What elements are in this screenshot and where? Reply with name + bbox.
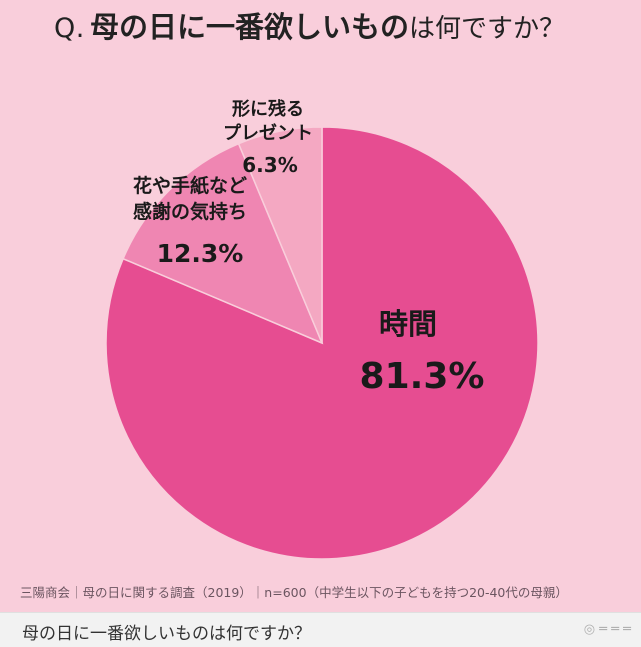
title-rest: は何ですか？: [408, 14, 565, 44]
caption-bar: 母の日に一番欲しいものは何ですか？ ◎ ═ ═ ═: [0, 612, 641, 647]
slice-label: 時間: [379, 307, 437, 341]
slice-label: 花や手紙など: [133, 174, 247, 197]
slice-value-label: 81.3%: [360, 356, 485, 397]
slice-label: プレゼント: [223, 122, 313, 144]
slice-value-label: 6.3%: [242, 153, 297, 177]
slice-value-label: 12.3%: [157, 239, 244, 268]
slice-label: 感謝の気持ち: [133, 200, 247, 223]
watermark: ◎ ═ ═ ═: [583, 622, 631, 637]
pie-slice: [237, 126, 323, 344]
caption-text: 母の日に一番欲しいものは何ですか？: [22, 624, 311, 644]
title-strong: 母の日に一番欲しいもの: [89, 10, 409, 44]
slice-label: 形に残る: [232, 98, 304, 120]
source-note: 三陽商会｜母の日に関する調査（2019）｜n=600（中学生以下の子どもを持つ2…: [20, 585, 568, 600]
chart-title: Q. 母の日に一番欲しいものは何ですか？: [54, 4, 634, 48]
pie-slice: [122, 142, 324, 345]
title-prefix: Q.: [54, 13, 85, 44]
